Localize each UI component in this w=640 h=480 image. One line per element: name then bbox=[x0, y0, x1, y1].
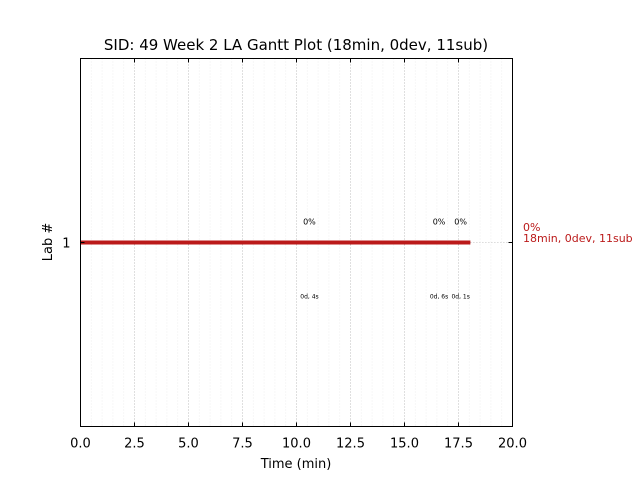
x-tick-label: 10.0 bbox=[282, 437, 311, 452]
submission-percent-label: 0% bbox=[433, 218, 446, 227]
x-tick-label: 12.5 bbox=[336, 437, 365, 452]
label-layer: 0% 0d, 4s 0% 0d, 6s 0% 0d, 1s bbox=[300, 218, 470, 301]
x-tick-label: 5.0 bbox=[178, 437, 199, 452]
gantt-bar bbox=[80, 240, 471, 245]
x-tick-label: 20.0 bbox=[498, 437, 527, 452]
x-tick-label: 2.5 bbox=[124, 437, 145, 452]
submission-duration-label: 0d, 1s bbox=[451, 294, 469, 301]
bar-annotation-percent: 0% bbox=[523, 221, 540, 234]
bar-layer bbox=[80, 240, 513, 245]
submission-percent-label: 0% bbox=[303, 218, 316, 227]
x-axis-label: Time (min) bbox=[260, 457, 332, 472]
submission-duration-label: 0d, 6s bbox=[430, 294, 448, 301]
x-tick-label: 17.5 bbox=[444, 437, 473, 452]
bar-annotation-summary: 18min, 0dev, 11sub bbox=[523, 232, 633, 245]
x-tick-label: 15.0 bbox=[390, 437, 419, 452]
y-tick-label: 1 bbox=[62, 237, 70, 252]
tick-layer: 0.0 2.5 5.0 7.5 10.0 12.5 15.0 17.5 20.0 1 bbox=[62, 58, 527, 452]
chart-title: SID: 49 Week 2 LA Gantt Plot (18min, 0de… bbox=[104, 36, 488, 54]
y-axis-label: Lab # bbox=[41, 223, 56, 262]
x-tick-label: 7.5 bbox=[232, 437, 253, 452]
submission-percent-label: 0% bbox=[454, 218, 467, 227]
submission-duration-label: 0d, 4s bbox=[300, 294, 318, 301]
x-tick-label: 0.0 bbox=[70, 437, 91, 452]
